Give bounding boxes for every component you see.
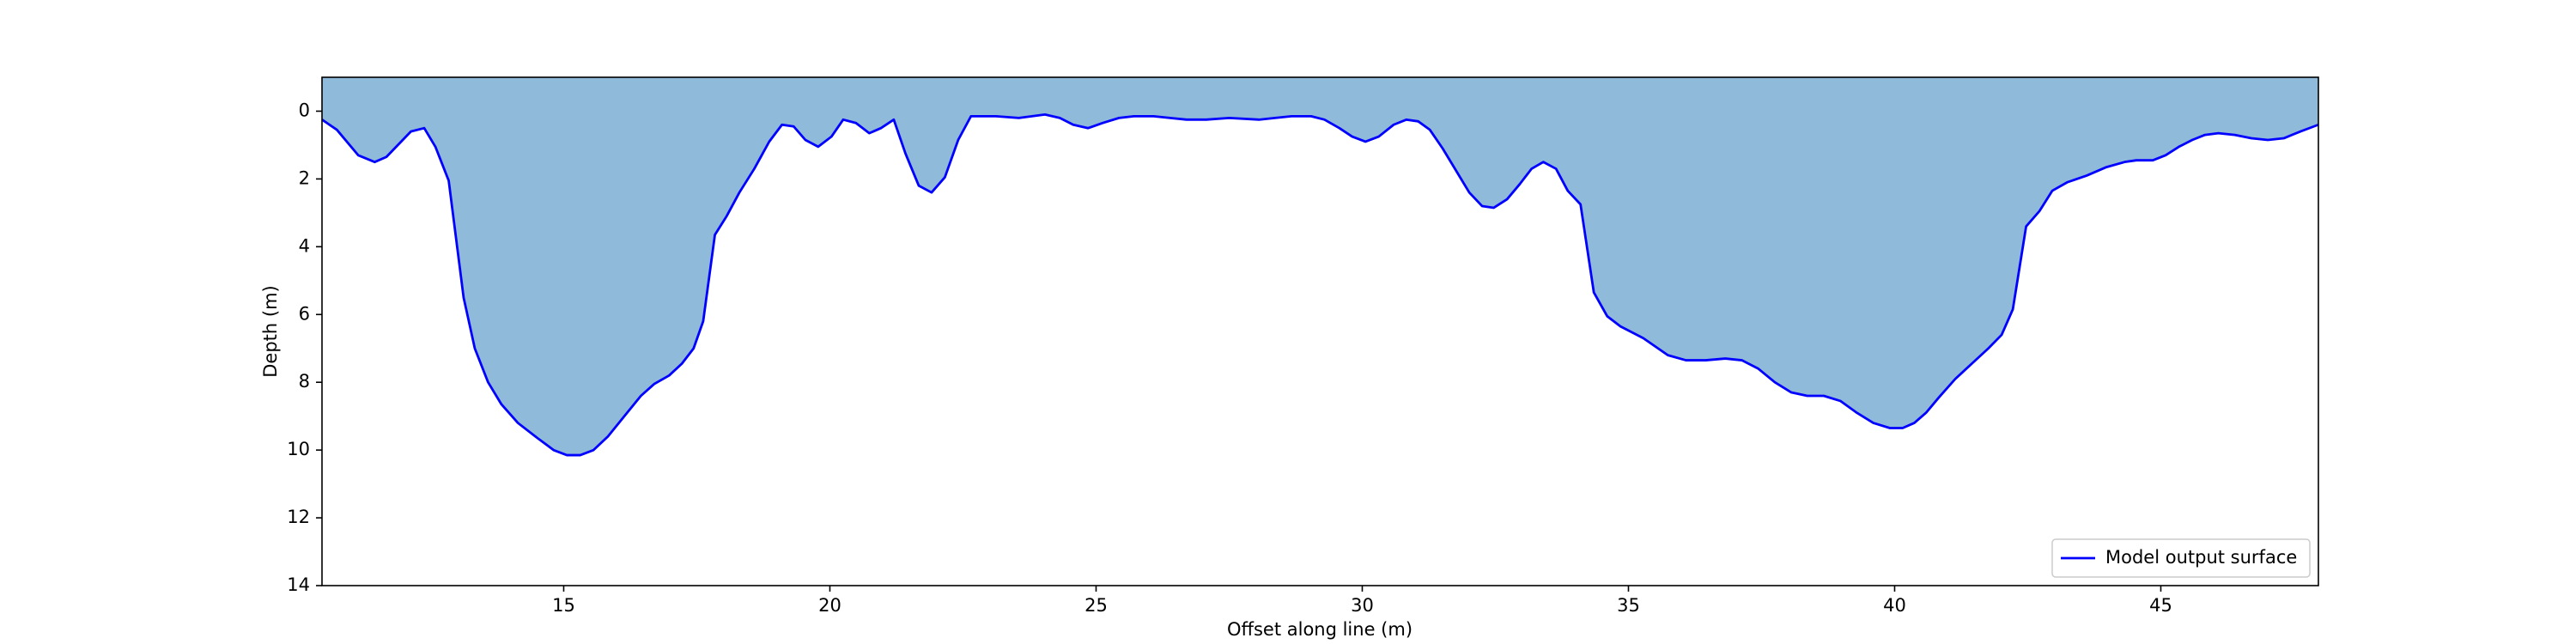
line bbox=[321, 113, 2319, 457]
x-tick-label: 35 bbox=[1617, 595, 1640, 616]
plot-frame bbox=[321, 76, 2319, 586]
legend-box bbox=[2051, 538, 2311, 578]
area-fill bbox=[322, 77, 2318, 456]
y-tick-label: 14 bbox=[287, 574, 310, 595]
y-tick-label: 8 bbox=[299, 371, 310, 392]
y-axis-label: Depth (m) bbox=[260, 285, 281, 377]
x-tick-label: 45 bbox=[2149, 595, 2172, 616]
x-axis-label: Offset along line (m) bbox=[1227, 619, 1413, 640]
y-tick-label: 4 bbox=[299, 235, 310, 256]
x-tick-label: 15 bbox=[552, 595, 575, 616]
y-tick-label: 12 bbox=[287, 507, 310, 527]
legend-label: Model output surface bbox=[2105, 547, 2297, 568]
y-tick-label: 2 bbox=[299, 167, 310, 188]
x-tick-label: 40 bbox=[1883, 595, 1906, 616]
y-tick-label: 10 bbox=[287, 439, 310, 459]
y-tick-label: 0 bbox=[299, 100, 310, 120]
y-tick-label: 6 bbox=[299, 303, 310, 324]
x-tick-label: 30 bbox=[1351, 595, 1374, 616]
x-tick-label: 25 bbox=[1084, 595, 1108, 616]
x-tick-label: 20 bbox=[818, 595, 841, 616]
